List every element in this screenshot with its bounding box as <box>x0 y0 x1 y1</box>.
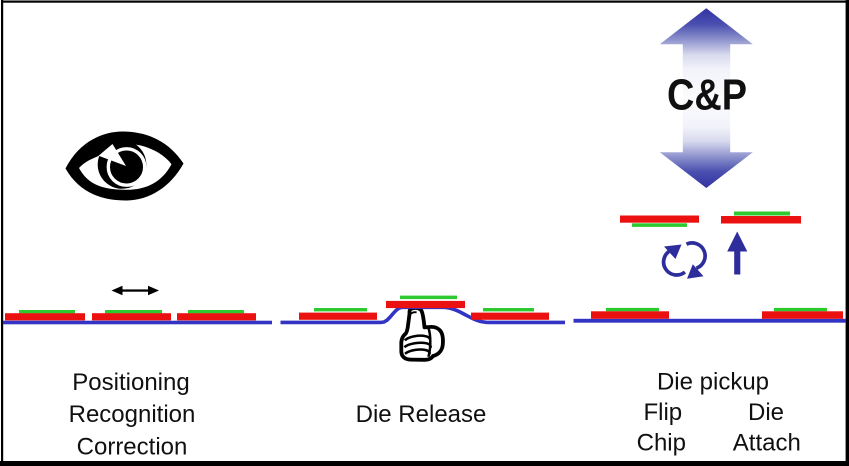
svg-text:Flip: Flip <box>643 399 682 426</box>
svg-text:Positioning: Positioning <box>72 369 189 396</box>
svg-text:Attach: Attach <box>733 430 801 457</box>
svg-text:Die pickup: Die pickup <box>657 368 769 395</box>
svg-text:Recognition: Recognition <box>69 401 196 428</box>
svg-text:C&P: C&P <box>667 71 747 120</box>
svg-text:Die Release: Die Release <box>356 401 487 428</box>
svg-text:Chip: Chip <box>637 430 686 457</box>
svg-text:Die: Die <box>748 399 784 426</box>
svg-text:Correction: Correction <box>77 433 188 460</box>
